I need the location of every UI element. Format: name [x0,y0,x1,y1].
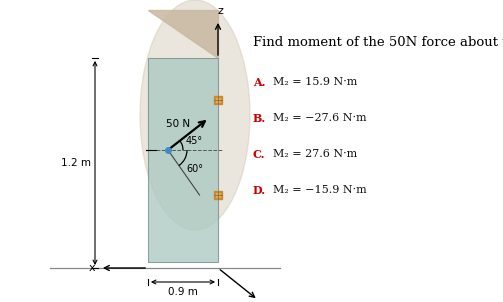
Polygon shape [148,10,218,58]
Text: B.: B. [253,113,266,124]
Text: A.: A. [253,76,266,88]
Text: D.: D. [253,185,266,195]
Text: 45°: 45° [186,136,203,146]
Text: M₂ = 15.9 N·m: M₂ = 15.9 N·m [273,77,357,87]
Text: M₂ = −15.9 N·m: M₂ = −15.9 N·m [273,185,367,195]
Bar [216,98,220,102]
Text: M₂ = −27.6 N·m: M₂ = −27.6 N·m [273,113,367,123]
Bar [214,191,222,199]
Text: x: x [89,263,95,273]
Text: z: z [217,6,223,16]
Text: 60°: 60° [186,164,203,174]
FancyBboxPatch shape [148,58,218,262]
Text: 50 N: 50 N [166,119,191,129]
Bar [216,193,220,197]
Text: C.: C. [253,149,266,159]
Text: 0.9 m: 0.9 m [168,287,198,297]
Ellipse shape [140,0,250,230]
Text: 1.2 m: 1.2 m [61,158,91,168]
Bar [214,96,222,104]
Text: M₂ = 27.6 N·m: M₂ = 27.6 N·m [273,149,357,159]
Text: Find moment of the 50N force about the Z-axis: Find moment of the 50N force about the Z… [253,36,503,49]
